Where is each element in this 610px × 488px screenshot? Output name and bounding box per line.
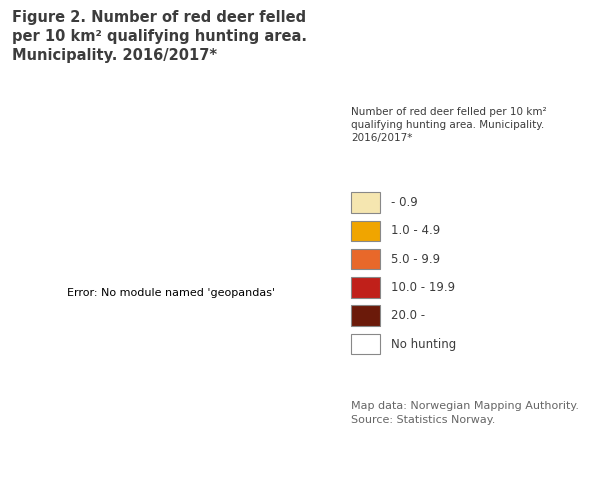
Text: 10.0 - 19.9: 10.0 - 19.9 xyxy=(391,281,455,294)
Text: 20.0 -: 20.0 - xyxy=(391,309,425,322)
Text: Figure 2. Number of red deer felled
per 10 km² qualifying hunting area.
Municipa: Figure 2. Number of red deer felled per … xyxy=(12,10,307,63)
Text: - 0.9: - 0.9 xyxy=(391,196,418,209)
Text: Map data: Norwegian Mapping Authority.
Source: Statistics Norway.: Map data: Norwegian Mapping Authority. S… xyxy=(351,401,579,425)
Text: Error: No module named 'geopandas': Error: No module named 'geopandas' xyxy=(66,288,275,298)
Text: No hunting: No hunting xyxy=(391,338,456,350)
Text: Number of red deer felled per 10 km²
qualifying hunting area. Municipality.
2016: Number of red deer felled per 10 km² qua… xyxy=(351,107,547,143)
Text: 1.0 - 4.9: 1.0 - 4.9 xyxy=(391,224,440,237)
Text: 5.0 - 9.9: 5.0 - 9.9 xyxy=(391,253,440,265)
